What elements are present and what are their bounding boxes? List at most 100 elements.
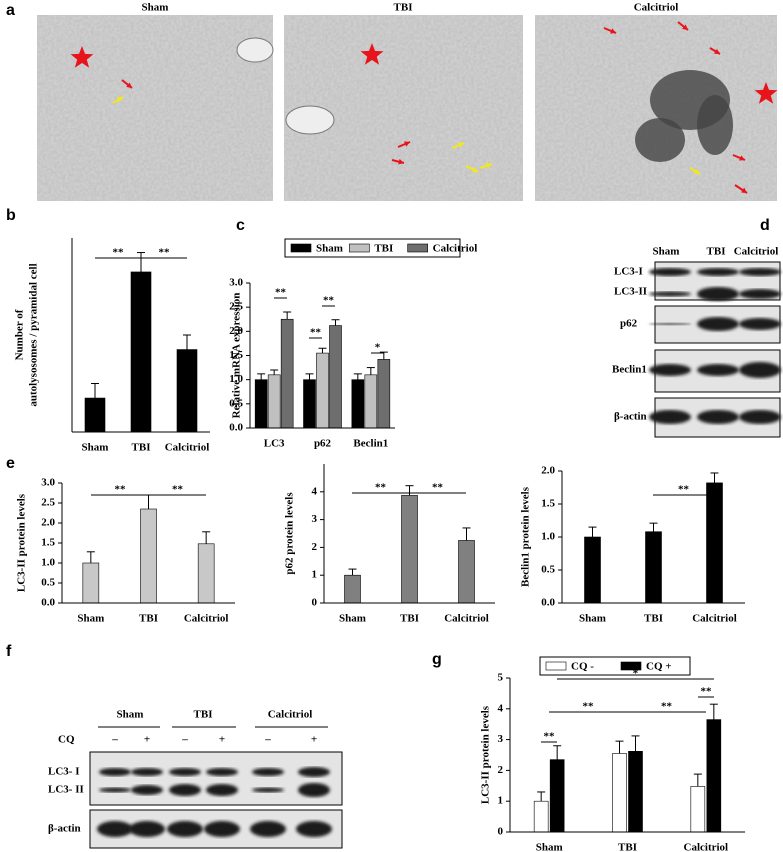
y-tick-label: 5 — [498, 672, 504, 684]
legend-label: Sham — [316, 243, 343, 255]
y-tick-label: 4 — [312, 485, 318, 497]
x-tick-label: Calcitriol — [684, 842, 729, 852]
bar — [140, 508, 157, 604]
blot-band — [649, 410, 691, 424]
blot-band — [169, 784, 201, 796]
bar — [549, 759, 565, 833]
blot-band — [206, 784, 238, 796]
y-tick-label: 3.0 — [41, 477, 55, 489]
arrow-head — [694, 168, 700, 174]
y-tick-label: 2.0 — [541, 465, 555, 477]
star-marker — [754, 82, 778, 104]
blot-band — [739, 289, 781, 299]
x-tick-label: Calcitriol — [184, 613, 229, 625]
bar — [690, 786, 706, 833]
x-tick-label: Calcitriol — [692, 613, 737, 625]
bar — [533, 800, 549, 833]
blot-band — [649, 323, 691, 325]
significance-label: ** — [172, 484, 184, 496]
bar — [645, 531, 662, 604]
blot-lane-label: TBI — [707, 246, 726, 258]
y-axis-label: Relative mRNA expression — [231, 293, 243, 419]
significance-label: ** — [661, 701, 673, 713]
y-tick-label: 0.5 — [541, 564, 555, 576]
legend-label: CQ - — [571, 661, 594, 673]
y-axis-label: LC3-II protein levels — [480, 705, 492, 804]
blot-band — [99, 768, 131, 776]
vacuole — [285, 105, 335, 135]
arrow-head — [458, 142, 464, 148]
dense-body — [697, 95, 733, 155]
blot-row-label: LC3-I — [614, 266, 643, 278]
significance-label: ** — [159, 247, 171, 259]
blot-group-label: TBI — [194, 709, 213, 721]
significance-label: ** — [583, 701, 595, 713]
bar — [329, 325, 342, 429]
significance-label: ** — [701, 686, 713, 698]
blot-band — [697, 268, 739, 276]
legend-box — [539, 656, 691, 676]
blot-band — [697, 287, 739, 301]
blot-band — [131, 785, 163, 795]
bar — [401, 495, 418, 604]
panel-label: f — [6, 643, 12, 660]
star-marker — [70, 46, 94, 68]
blot-band — [204, 821, 240, 837]
y-tick-label: 1.5 — [41, 537, 55, 549]
y-tick-label: 1.0 — [41, 557, 55, 569]
blot-frame — [89, 751, 343, 806]
legend-label: CQ + — [646, 661, 672, 673]
blot-row-label: p62 — [620, 318, 638, 330]
y-tick-label: 1.0 — [229, 373, 243, 385]
significance-label: * — [375, 342, 381, 354]
blot-band — [298, 767, 330, 777]
blot-band — [252, 768, 284, 776]
cq-label: CQ — [58, 734, 75, 746]
cq-sign: – — [181, 734, 188, 746]
bar — [316, 352, 329, 429]
x-tick-label: Sham — [77, 613, 104, 625]
bar — [584, 536, 601, 604]
significance-label: ** — [115, 484, 127, 496]
y-tick-label: 0.0 — [41, 597, 55, 609]
x-tick-label: Sham — [339, 613, 366, 625]
y-axis-label: LC3-II protein levels — [16, 493, 28, 592]
y-tick-label: 0.5 — [41, 577, 55, 589]
micrograph-texture — [37, 15, 273, 201]
micrograph-title: Calcitriol — [634, 2, 679, 14]
x-tick-label: Sham — [579, 613, 606, 625]
arrow-head — [739, 155, 745, 161]
panel-label: a — [6, 2, 15, 19]
bar — [458, 540, 475, 604]
y-tick-label: 2 — [312, 541, 318, 553]
blot-band — [250, 821, 286, 837]
panel-label: d — [760, 217, 770, 234]
blot-band — [739, 410, 781, 424]
static-layout: a b c d e f g Sham TBI Calcitriol Sham T… — [6, 2, 778, 835]
blot-row-label: β-actin — [614, 411, 647, 423]
y-axis-label: p62 protein levels — [284, 492, 296, 575]
y-tick-label: 1.5 — [229, 349, 243, 361]
blot-row-label: LC3- I — [48, 766, 79, 778]
arrow-head — [486, 162, 492, 169]
dense-body — [635, 118, 685, 162]
x-tick-label: Sham — [536, 842, 563, 852]
y-tick-label: 2 — [498, 764, 504, 776]
legend-swatch — [290, 243, 312, 253]
y-tick-label: 1 — [498, 795, 504, 807]
blot-band — [296, 821, 332, 837]
legend-label: TBI — [374, 243, 393, 255]
y-axis-label: Beclin1 protein levels — [520, 486, 532, 587]
blot-band — [649, 291, 691, 297]
x-tick-label: Sham — [82, 442, 109, 454]
x-tick-label: Calcitriol — [444, 613, 489, 625]
bar — [130, 271, 152, 433]
blot-band — [298, 783, 330, 797]
y-axis-label: Number of — [14, 309, 26, 360]
y-axis-label: autolysosomes / pyramidal cell — [28, 263, 40, 406]
blot-band — [99, 787, 131, 793]
y-tick-label: 3 — [312, 513, 318, 525]
bar — [197, 543, 215, 604]
significance-label: ** — [432, 482, 444, 494]
